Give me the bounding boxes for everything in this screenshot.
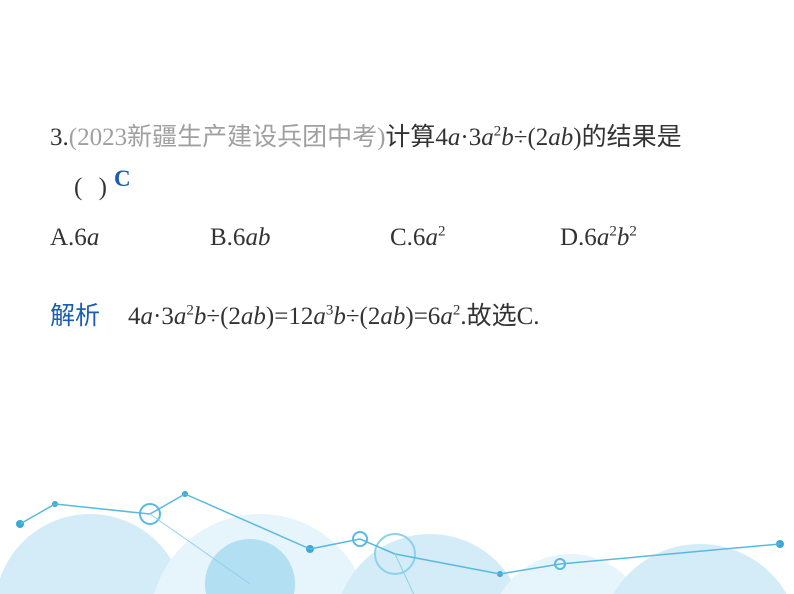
stem-part: ·3 xyxy=(460,124,481,151)
sol-part: ÷(2 xyxy=(206,303,241,330)
blank-open: ( xyxy=(74,174,92,201)
answer-letter: C xyxy=(114,166,131,192)
decorative-background xyxy=(0,434,794,594)
question-stem: 计算4a·3a2b÷(2ab)的结果是 xyxy=(385,124,681,151)
opt-prefix: D.6 xyxy=(560,224,597,251)
stem-part: )的结果是 xyxy=(573,124,681,151)
option-d: D.6a2b2 xyxy=(560,224,744,252)
option-c: C.6a2 xyxy=(390,224,560,252)
solution-block: 解析 4a·3a2b÷(2ab)=12a3b÷(2ab)=6a2.故选C. xyxy=(50,296,744,332)
option-a: A.6a xyxy=(50,224,210,252)
opt-prefix: A.6 xyxy=(50,224,87,251)
sol-part: )=12 xyxy=(266,303,313,330)
sol-part: ·3 xyxy=(153,303,174,330)
opt-prefix: C.6 xyxy=(390,224,425,251)
stem-part: 计算4 xyxy=(385,124,448,151)
sol-part: .故选C. xyxy=(460,303,539,330)
question-number: 3. xyxy=(50,124,69,151)
solution-text: 4a·3a2b÷(2ab)=12a3b÷(2ab)=6a2.故选C. xyxy=(128,303,539,330)
stem-part: ÷(2 xyxy=(514,124,549,151)
solution-label: 解析 xyxy=(50,303,100,330)
question-line-2: ( C ) xyxy=(74,174,744,202)
opt-prefix: B.6 xyxy=(210,224,245,251)
blank-close: ) xyxy=(99,174,107,201)
sol-part: ÷(2 xyxy=(346,303,381,330)
question-line-1: 3.(2023新疆生产建设兵团中考)计算4a·3a2b÷(2ab)的结果是 xyxy=(50,118,744,158)
sol-part: 4 xyxy=(128,303,141,330)
slide-content: 3.(2023新疆生产建设兵团中考)计算4a·3a2b÷(2ab)的结果是 ( … xyxy=(50,118,744,332)
options-row: A.6a B.6ab C.6a2 D.6a2b2 xyxy=(50,224,744,252)
sol-part: )=6 xyxy=(405,303,440,330)
option-b: B.6ab xyxy=(210,224,390,252)
question-context: (2023新疆生产建设兵团中考) xyxy=(69,124,386,151)
